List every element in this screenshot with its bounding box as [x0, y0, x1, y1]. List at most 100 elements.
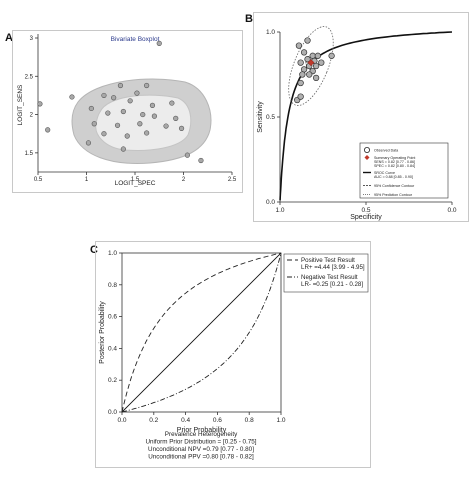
legend-entry: Observed Data: [374, 149, 398, 153]
x-tick-label: 0.5: [34, 177, 43, 183]
panel-b-label: B: [245, 13, 253, 25]
bivariate-boxplot-chart: 0.5 1 1.5 2 2.5 1.5 2 2.5 3 Bivariate Boxplot LOGI…: [17, 34, 237, 187]
x-tick-label: 2: [182, 177, 186, 183]
data-point: [198, 157, 204, 164]
legend-observed-icon: [363, 146, 370, 153]
data-point: [37, 101, 43, 107]
no-information-line: [121, 252, 282, 413]
observed-point: [312, 74, 320, 82]
y-tick-label: 1.0: [266, 29, 275, 36]
legend-box: [359, 142, 449, 199]
y-axis-label: Sensitivity: [257, 101, 264, 133]
legend-entry: 95% Prediction Contour: [374, 193, 413, 197]
x-tick-label: 0.8: [245, 417, 254, 424]
x-tick-label: 2.5: [228, 177, 237, 183]
legend-entry: 95% Confidence Contour: [374, 184, 415, 188]
y-tick-label: 2: [30, 113, 34, 119]
panel-c-label: C: [90, 244, 98, 256]
x-axis-label: LOGIT_SPEC: [115, 180, 156, 187]
x-tick-label: 0.6: [213, 417, 222, 424]
annotation-line: Unconditional PPV =0.80 [0.78 - 0.82]: [148, 454, 254, 461]
data-point: [144, 130, 150, 136]
legend-entry: SPEC = 0.82 [0.80 - 0.84]: [374, 164, 415, 168]
annotation-line: Uniform Prior Distribution = [0.25 - 0.7…: [145, 439, 256, 446]
data-point: [45, 127, 51, 133]
data-point: [120, 108, 126, 115]
observed-point: [306, 71, 313, 78]
y-axis-label: LOGIT_SENS: [17, 84, 24, 125]
prediction-contour: [288, 26, 334, 106]
data-point: [91, 121, 97, 127]
observed-point: [297, 59, 304, 66]
data-point: [137, 121, 143, 127]
data-point: [173, 115, 179, 121]
x-axis-label: Prior Probability: [177, 427, 227, 434]
x-tick-label: 0.2: [149, 417, 158, 424]
observed-point: [328, 52, 335, 59]
y-tick-label: 1.0: [108, 250, 117, 257]
observed-point: [318, 59, 325, 66]
x-tick-label: 0.4: [181, 417, 190, 424]
data-point: [69, 94, 75, 100]
x-tick-label: 0.0: [117, 417, 126, 424]
observed-point: [304, 37, 311, 44]
data-point: [114, 122, 121, 128]
x-tick-label: 1.0: [275, 207, 284, 214]
observed-point: [312, 62, 320, 70]
data-point: [124, 133, 130, 139]
legend-entry: SENS = 0.82 [0.77 - 0.86]: [374, 160, 415, 164]
observed-point: [314, 52, 321, 59]
y-tick-label: 3: [30, 36, 34, 42]
data-point: [156, 40, 162, 46]
panel-a-frame: [12, 30, 243, 193]
y-tick-label: 0.6: [108, 314, 117, 321]
legend-series-name: Negative Test Result: [301, 274, 358, 281]
summary-operating-point: [307, 59, 315, 67]
data-point: [140, 111, 146, 118]
data-point: [101, 92, 107, 99]
panel-a: A 0.5 1 1.5 2 2.5 1.5 2 2.5 3 Bivariate Boxplot LO…: [0, 0, 245, 225]
data-point: [101, 131, 107, 137]
y-tick-label: 1.5: [25, 151, 34, 157]
negative-test-curve: [121, 252, 282, 413]
data-point: [134, 90, 140, 96]
annotation-line: Unconditional NPV =0.79 [0.77 - 0.80]: [148, 446, 254, 453]
observed-point: [297, 93, 304, 100]
panel-c-frame: [95, 241, 371, 468]
data-point: [163, 123, 169, 129]
observed-point: [295, 42, 303, 49]
sroc-curve: [279, 31, 453, 201]
positive-test-curve: [121, 252, 282, 413]
x-tick-label: 1.0: [276, 417, 285, 424]
observed-point: [299, 71, 306, 78]
y-axis-label: Posterior Probability: [99, 301, 106, 364]
plot-frame: [121, 252, 282, 413]
data-point: [151, 113, 157, 119]
x-axis-label: Specificity: [350, 214, 382, 221]
annotation-line: Prevalence Heterogeneity: [165, 431, 238, 438]
y-tick-label: 0.2: [108, 377, 117, 384]
observed-point: [297, 79, 304, 87]
y-tick-label: 0.4: [108, 345, 117, 352]
observed-point: [304, 56, 311, 63]
data-point: [144, 82, 150, 89]
x-tick-label: 1: [85, 177, 89, 183]
data-point: [111, 95, 117, 101]
legend-series-detail: LR+ =4.44 [3.99 - 4.95]: [301, 264, 365, 271]
sroc-chart: 1.0 0.5 0.0 0.0 0.5 1.0 Specificity Sensitivity…: [257, 26, 457, 221]
x-tick-label: 0.0: [447, 207, 456, 214]
legend-summary-icon: [364, 155, 370, 160]
data-point: [127, 98, 133, 104]
data-point: [85, 140, 92, 146]
legend-entry: AUC = 0.88 [0.85 - 0.90]: [374, 175, 413, 179]
data-point: [117, 82, 124, 89]
x-tick-label: 0.5: [361, 207, 370, 214]
data-point: [88, 105, 94, 112]
data-point: [178, 125, 185, 131]
panel-b: B 1.0 0.5 0.0 0.0 0.5 1.0 Specificity Sensitivi…: [0, 0, 474, 225]
data-point: [105, 110, 111, 116]
y-tick-label: 2.5: [25, 74, 34, 80]
legend-series-detail: LR- =0.25 [0.21 - 0.28]: [301, 281, 363, 288]
